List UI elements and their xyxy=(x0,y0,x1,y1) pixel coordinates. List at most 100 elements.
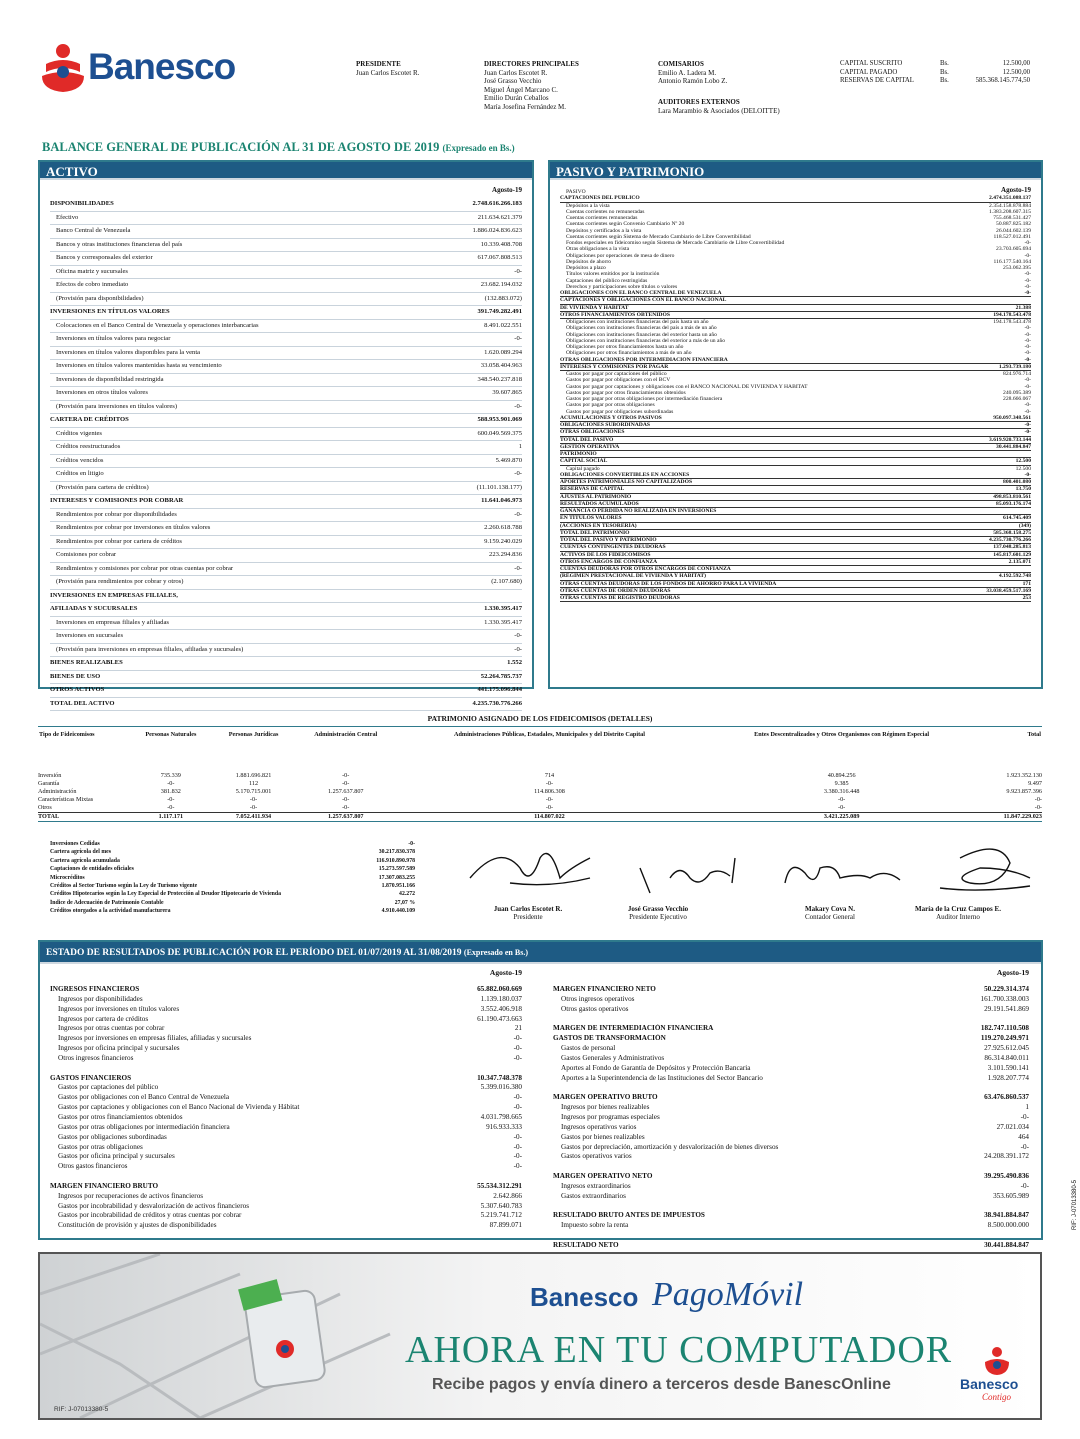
statement-row: Derechos y participaciones sobre títulos… xyxy=(560,284,1031,290)
row-label: Gastos por otras obligaciones por interm… xyxy=(58,1122,230,1131)
statement-row: INGRESOS FINANCIEROS 65.882.060.669 xyxy=(50,985,522,995)
statement-row: Cartera agrícola acumulada 116.910.890.97… xyxy=(50,857,415,865)
row-value: -0- xyxy=(1024,344,1031,350)
statement-row: GANANCIA O PÉRDIDA NO REALIZADA EN INVER… xyxy=(560,508,1031,516)
statement-row: GESTIÓN OPERATIVA 30.441.884.847 xyxy=(560,444,1031,451)
row-label: CUENTAS CONTINGENTES DEUDORAS xyxy=(560,544,666,551)
row-label: OTROS ACTIVOS xyxy=(50,686,105,693)
statement-row: OTROS FINANCIAMIENTOS OBTENIDOS 194.178.5… xyxy=(560,312,1031,319)
statement-row: Ingresos por inversiones en títulos valo… xyxy=(50,1005,522,1015)
statement-row: CAPTACIONES Y OBLIGACIONES CON EL BANCO … xyxy=(560,297,1031,305)
pasivo-box: PASIVO Y PATRIMONIO Agosto-19 PASIVO CAPT… xyxy=(548,160,1043,689)
row-label: Ingresos por inversiones en empresas fil… xyxy=(58,1034,252,1043)
table-row: TOTAL 1.117.171 7.052.411.934 1.257.637.807… xyxy=(38,812,1042,822)
table-cell: 114.807.022 xyxy=(397,812,702,822)
row-value: 116.910.890.978 xyxy=(376,857,415,864)
row-label: (Provisión para disponibilidades) xyxy=(56,294,144,302)
statement-row: CUENTAS DEUDORAS POR OTROS ENCARGOS DE C… xyxy=(560,566,1031,574)
row-label: Depósitos a plazo xyxy=(566,265,606,271)
statement-row: Ingresos por cartera de créditos 61.190.4… xyxy=(50,1015,522,1025)
signatures xyxy=(469,848,1031,894)
row-value: 63.476.860.537 xyxy=(984,1093,1029,1102)
capital-cell: CAPITAL PAGADO xyxy=(840,68,898,76)
statement-row: Ingresos por recuperaciones de activos f… xyxy=(50,1192,522,1202)
row-value: 4.235.730.776.266 xyxy=(472,699,522,707)
table-row: Inversión 735.339 1.881.696.821 -0- 714 40.89… xyxy=(38,766,1042,780)
table-cell: 9.497 xyxy=(1028,780,1042,787)
row-value: 24.208.391.172 xyxy=(984,1152,1029,1161)
statement-row: DE VIVIENDA Y HABITAT 21.388 xyxy=(560,305,1031,312)
row-value: 13.750 xyxy=(1015,486,1031,493)
signer-name: Juan Carlos Escotet R. xyxy=(493,905,563,913)
row-label: (Provisión para inversiones en empresas … xyxy=(56,645,244,653)
row-label: Aportes al Fondo de Garantía de Depósito… xyxy=(561,1063,751,1072)
row-label: BIENES DE USO xyxy=(50,672,101,680)
statement-row: Créditos en litigio -0- xyxy=(50,468,522,482)
row-value: -0- xyxy=(1024,402,1031,409)
row-value: -0- xyxy=(1024,277,1031,284)
row-value: 1.330.395.417 xyxy=(484,618,522,626)
row-value: 2.354.158.878.884 xyxy=(989,202,1031,209)
row-label: Depósitos de ahorro xyxy=(566,258,612,265)
statement-row: Obligaciones con instituciones financier… xyxy=(560,338,1031,344)
row-label: OTROS ENCARGOS DE CONFIANZA xyxy=(560,558,658,565)
statement-row: ACTIVOS DE LOS FIDEICOMISOS 145.817.601.1… xyxy=(560,552,1031,559)
statement-row: Gastos por captaciones del público 5.399.… xyxy=(50,1083,522,1093)
statement-row: Comisiones por cobrar 223.294.836 xyxy=(50,549,522,563)
row-value: 228.666.067 xyxy=(1003,396,1031,402)
row-label: Otros ingresos financieros xyxy=(58,1053,134,1062)
row-value: 824.976.714 xyxy=(1003,371,1031,377)
row-value: 4.910.440.109 xyxy=(381,908,415,915)
row-value: -0- xyxy=(1024,350,1031,357)
row-label: Cartera agrícola del mes xyxy=(50,849,112,856)
capital-cell: RESERVAS DE CAPITAL xyxy=(840,77,914,85)
row-value: -0- xyxy=(1024,471,1031,478)
row-value: 194.178.543.478 xyxy=(993,311,1031,318)
statement-row: Captaciones del público restringidas -0- xyxy=(560,278,1031,284)
table-cell: 1.257.637.807 xyxy=(294,812,398,822)
row-value: -0- xyxy=(513,1053,522,1062)
row-value: 11.641.046.973 xyxy=(481,497,522,504)
row-value: 1.383.208.607.315 xyxy=(989,208,1031,215)
statement-row: Efectivo 211.634.621.379 xyxy=(50,212,522,225)
row-value: -0- xyxy=(513,1034,522,1043)
row-label: Inversiones Cedidas xyxy=(50,841,100,847)
row-value: -0- xyxy=(513,1103,522,1112)
row-label: OTROS FINANCIAMIENTOS OBTENIDOS xyxy=(560,311,670,318)
resultados-box: ESTADO DE RESULTADOS DE PUBLICACIÓN POR … xyxy=(38,940,1043,1249)
table-cell: Inversión xyxy=(38,772,62,779)
column-header: Total xyxy=(981,726,1042,766)
table-cell: -0- xyxy=(249,796,258,803)
row-label: (ACCIONES EN TESORERÍA) xyxy=(560,522,637,529)
table-cell: 112 xyxy=(249,780,259,787)
table-cell: 7.052.411.934 xyxy=(212,812,295,822)
row-value: 8.491.022.551 xyxy=(484,321,522,329)
table-cell: -0- xyxy=(342,804,350,811)
header-title: PRESIDENTE xyxy=(356,60,401,68)
activo-rows: DISPONIBILIDADES 2.748.616.266.183 Efectiv… xyxy=(40,198,532,711)
row-label: CUENTAS DEUDORAS POR OTROS ENCARGOS DE C… xyxy=(560,566,731,572)
row-label: Inversiones en títulos valores disponibl… xyxy=(56,348,201,356)
row-label: Inversiones en otros títulos valores xyxy=(56,389,148,396)
row-value: 916.933.333 xyxy=(486,1122,522,1131)
table-cell: 735.339 xyxy=(160,772,181,779)
row-value: -0- xyxy=(1024,325,1031,332)
statement-row: Ingresos por otras cuentas por cobrar 21 xyxy=(50,1024,522,1034)
row-value: 10.347.748.378 xyxy=(477,1073,522,1082)
statement-row: Créditos al Sector Turismo según la Ley … xyxy=(50,882,415,890)
row-value: 9.159.240.029 xyxy=(484,537,522,545)
row-label: Ingresos por otras cuentas por cobrar xyxy=(58,1024,165,1033)
row-value: 17.307.083.255 xyxy=(378,874,415,881)
statement-row: MARGEN FINANCIERO BRUTO 55.534.312.291 xyxy=(50,1182,522,1192)
table-cell: -0- xyxy=(342,772,350,779)
statement-row: RESULTADO BRUTO ANTES DE IMPUESTOS 38.941… xyxy=(553,1211,1029,1221)
statement-row: Inversiones en títulos valores para nego… xyxy=(50,333,522,347)
row-label: (RÉGIMEN PRESTACIONAL DE VIVIENDA Y HÁBI… xyxy=(560,573,707,580)
row-value: -0- xyxy=(1024,240,1031,246)
row-label: Gastos por bienes realizables xyxy=(561,1132,645,1141)
ad-art xyxy=(40,1254,1040,1418)
statement-row: Gastos por pagar por otras obligaciones -… xyxy=(560,402,1031,408)
row-label: RESULTADO BRUTO ANTES DE IMPUESTOS xyxy=(553,1211,705,1220)
row-label: Ingresos extraordinarios xyxy=(561,1181,631,1190)
